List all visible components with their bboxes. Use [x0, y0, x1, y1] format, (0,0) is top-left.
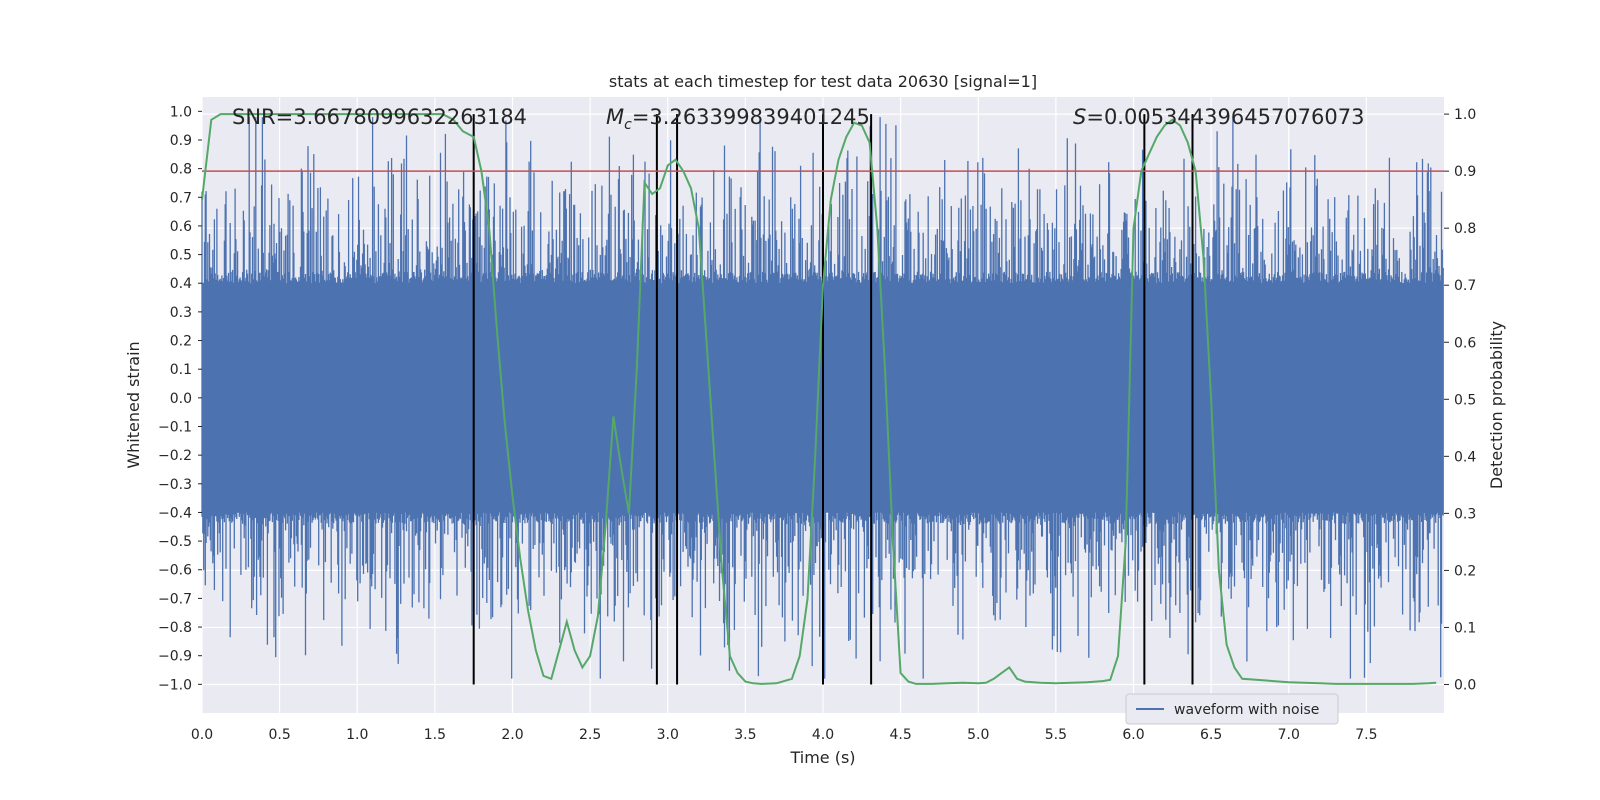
axis-ticks: 0.0 0.5 1.0 1.5 2.0 2.5 3.0 3.5 4.0 4.5 5.0 5.5 6.0 6… [158, 104, 1476, 743]
legend: waveform with noise [1125, 693, 1339, 725]
x-tick-label: 3.5 [734, 727, 756, 743]
mc-symbol: M [606, 105, 624, 129]
chart-title: stats at each timestep for test data 206… [609, 72, 1037, 91]
x-tick-label: 7.0 [1278, 727, 1300, 743]
y-tick-label-right: 0.6 [1454, 335, 1476, 351]
y-tick-label-left: −0.1 [158, 419, 192, 435]
detection-markers [472, 114, 1194, 685]
x-tick-label: 2.0 [501, 727, 523, 743]
x-tick-label: 0.0 [191, 727, 213, 743]
s-value: =0.005344396457076073 [1086, 105, 1364, 129]
y-tick-label-left: 0.7 [170, 190, 192, 206]
legend-box [1125, 693, 1339, 725]
x-tick-label: 1.0 [346, 727, 368, 743]
y-tick-label-left: −1.0 [158, 677, 192, 693]
probability-series [201, 113, 1437, 685]
y-tick-label-left: 0.9 [170, 133, 192, 149]
y-tick-label-left: 0.0 [170, 391, 192, 407]
y-tick-label-right: 0.3 [1454, 506, 1476, 522]
y-tick-label-right: 0.0 [1454, 677, 1476, 693]
y-tick-label-left: 0.2 [170, 334, 192, 350]
snr-annotation: SNR=3.6678099632263184 [232, 105, 527, 129]
x-tick-label: 4.0 [812, 727, 834, 743]
y-tick-label-left: −0.8 [158, 620, 192, 636]
y-tick-label-left: 0.4 [170, 276, 192, 292]
y-tick-label-left: 0.3 [170, 305, 192, 321]
waveform-trace [201, 117, 1444, 679]
s-annotation: S=0.005344396457076073 [1073, 105, 1364, 129]
y-tick-label-right: 0.4 [1454, 449, 1476, 465]
x-tick-label: 7.5 [1355, 727, 1377, 743]
y-tick-label-left: 0.6 [170, 219, 192, 235]
x-tick-label: 4.5 [889, 727, 911, 743]
x-tick-label: 3.0 [657, 727, 679, 743]
y-tick-label-left: 0.1 [170, 362, 192, 378]
y-tick-label-left: −0.3 [158, 477, 192, 493]
waveform-series [201, 117, 1444, 679]
y-axis-label-left: Whitened strain [124, 341, 143, 468]
x-tick-label: 5.0 [967, 727, 989, 743]
y-tick-label-left: 0.8 [170, 162, 192, 178]
y-tick-label-left: −0.4 [158, 505, 192, 521]
legend-label: waveform with noise [1174, 702, 1319, 718]
y-axis-label-right: Detection probability [1487, 321, 1506, 489]
y-tick-label-left: −0.5 [158, 534, 192, 550]
y-tick-label-right: 0.5 [1454, 392, 1476, 408]
y-tick-label-left: 0.5 [170, 248, 192, 264]
x-tick-label: 2.5 [579, 727, 601, 743]
mc-subscript: c [624, 117, 632, 133]
mc-value: =3.263399839401245 [632, 105, 870, 129]
probability-line [201, 113, 1437, 685]
y-tick-label-left: 1.0 [170, 104, 192, 120]
x-tick-label: 5.5 [1045, 727, 1067, 743]
y-tick-label-right: 0.2 [1454, 563, 1476, 579]
y-tick-label-left: −0.6 [158, 563, 192, 579]
y-tick-label-right: 1.0 [1454, 107, 1476, 123]
s-symbol: S [1073, 105, 1086, 129]
x-tick-label: 6.5 [1200, 727, 1222, 743]
y-tick-label-right: 0.9 [1454, 164, 1476, 180]
x-tick-label: 6.0 [1122, 727, 1144, 743]
y-tick-label-left: −0.9 [158, 649, 192, 665]
y-tick-label-right: 0.7 [1454, 278, 1476, 294]
y-tick-label-left: −0.7 [158, 591, 192, 607]
mc-annotation: Mc=3.263399839401245 [606, 105, 870, 133]
x-tick-label: 1.5 [424, 727, 446, 743]
x-tick-label: 0.5 [268, 727, 290, 743]
y-tick-label-right: 0.1 [1454, 620, 1476, 636]
x-axis-label: Time (s) [789, 748, 855, 767]
y-tick-label-left: −0.2 [158, 448, 192, 464]
y-tick-label-right: 0.8 [1454, 221, 1476, 237]
